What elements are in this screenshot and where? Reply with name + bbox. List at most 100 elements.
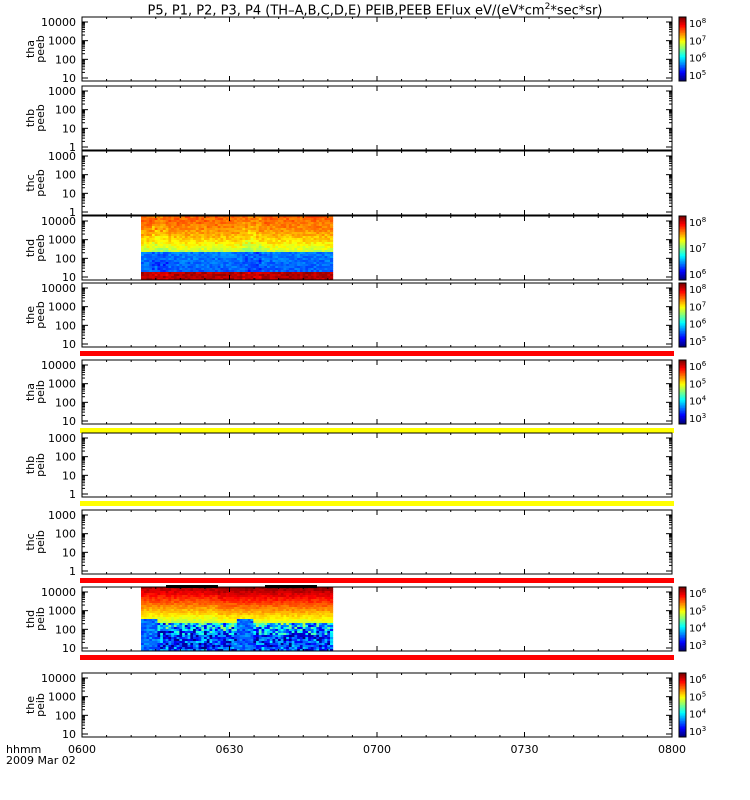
- spectrogram-cell: [149, 230, 153, 233]
- spectrogram-cell: [330, 619, 334, 622]
- spectrogram-cell: [228, 258, 232, 261]
- spectrogram-cell: [234, 589, 238, 592]
- spectrogram-cell: [201, 234, 205, 237]
- spectrogram-cell: [149, 226, 153, 229]
- spectrogram-cell: [283, 238, 287, 241]
- spectrogram-cell: [275, 216, 279, 219]
- colorbar-swatch: [679, 361, 686, 364]
- spectrogram-cell: [327, 591, 331, 594]
- spectrogram-cell: [201, 270, 205, 273]
- spectrogram-cell: [160, 238, 164, 241]
- spectrogram-cell: [291, 236, 295, 239]
- spectrogram-cell: [234, 232, 238, 235]
- spectrogram-cell: [245, 609, 249, 612]
- spectrogram-cell: [165, 621, 169, 624]
- spectrogram-cell: [269, 270, 273, 273]
- spectrogram-cell: [157, 230, 161, 233]
- spectrogram-cell: [212, 601, 216, 604]
- spectrogram-cell: [234, 619, 238, 622]
- spectrogram-cell: [201, 619, 205, 622]
- spectrogram-cell: [280, 619, 284, 622]
- spectrogram-cell: [149, 595, 153, 598]
- colorbar-swatch: [679, 249, 686, 252]
- spectrogram-cell: [201, 248, 205, 251]
- spectrogram-cell: [250, 254, 254, 257]
- colorbar-swatch: [679, 260, 686, 263]
- spectrogram-cell: [283, 607, 287, 610]
- spectrogram-cell: [313, 593, 317, 596]
- spectrogram-cell: [146, 222, 150, 225]
- spectrogram-cell: [190, 625, 194, 628]
- spectrogram-cell: [299, 242, 304, 245]
- spectrogram-cell: [313, 242, 317, 245]
- spectrogram-cell: [321, 224, 325, 227]
- spectrogram-cell: [198, 274, 202, 277]
- spectrogram-cell: [223, 619, 227, 622]
- spectrogram-cell: [217, 617, 221, 620]
- spectrogram-cell: [214, 220, 219, 223]
- spectrogram-cell: [294, 621, 298, 624]
- spectrogram-cell: [214, 629, 219, 632]
- colorbar-swatch: [679, 327, 686, 330]
- spectrogram-cell: [146, 250, 150, 253]
- spectrogram-cell: [239, 593, 243, 596]
- spectrogram-cell: [321, 589, 325, 592]
- spectrogram-cell: [162, 619, 167, 622]
- spectrogram-cell: [201, 230, 205, 233]
- spectrogram-cell: [294, 607, 298, 610]
- spectrogram-cell: [182, 264, 186, 267]
- spectrogram-cell: [239, 274, 243, 277]
- spectrogram-cell: [184, 625, 188, 628]
- spectrogram-cell: [313, 629, 317, 632]
- spectrogram-cell: [272, 264, 276, 267]
- spectrogram-cell: [190, 601, 194, 604]
- spectrogram-cell: [190, 234, 194, 237]
- spectrogram-cell: [330, 591, 334, 594]
- spectrogram-cell: [297, 621, 301, 624]
- spectrogram-cell: [165, 617, 169, 620]
- spectrogram-cell: [242, 244, 246, 247]
- spectrogram-cell: [143, 230, 147, 233]
- spectrogram-cell: [217, 258, 221, 261]
- spectrogram-cell: [258, 272, 262, 275]
- spectrogram-cell: [173, 246, 178, 249]
- spectrogram-cell: [242, 250, 246, 253]
- spectrogram-cell: [253, 601, 257, 604]
- spectrogram-cell: [217, 276, 221, 279]
- spectrogram-cell: [267, 246, 271, 249]
- spectrogram-cell: [173, 250, 178, 253]
- spectrogram-cell: [165, 272, 169, 275]
- colorbar-swatch: [679, 39, 686, 42]
- spectrogram-cell: [179, 603, 183, 606]
- spectrogram-cell: [173, 268, 178, 271]
- spectrogram-cell: [245, 258, 249, 261]
- spectrogram-cell: [283, 623, 287, 626]
- spectrogram-cell: [206, 228, 210, 231]
- spectrogram-cell: [294, 597, 298, 600]
- spectrogram-cell: [283, 234, 287, 237]
- colorbar-swatch: [679, 316, 686, 319]
- spectrogram-cell: [316, 613, 320, 616]
- spectrogram-cell: [277, 629, 282, 632]
- spectrogram-cell: [291, 226, 295, 229]
- spectrogram-cell: [173, 270, 178, 273]
- spectrogram-cell: [217, 224, 221, 227]
- spectrogram-cell: [173, 220, 178, 223]
- spectrogram-cell: [204, 274, 208, 277]
- spectrogram-cell: [160, 258, 164, 261]
- spectrogram-cell: [247, 248, 251, 251]
- spectrogram-cell: [209, 234, 213, 237]
- spectrogram-cell: [277, 278, 282, 281]
- spectrogram-cell: [272, 627, 276, 630]
- spectrogram-cell: [239, 256, 243, 259]
- spectrogram-cell: [330, 276, 334, 279]
- spectrogram-cell: [277, 619, 282, 622]
- spectrogram-cell: [195, 222, 199, 225]
- spectrogram-cell: [288, 236, 293, 239]
- spectrogram-cell: [267, 595, 271, 598]
- spectrogram-cell: [258, 613, 262, 616]
- spectrogram-cell: [242, 607, 246, 610]
- colorbar-swatch: [679, 265, 686, 268]
- spectrogram-cell: [269, 268, 273, 271]
